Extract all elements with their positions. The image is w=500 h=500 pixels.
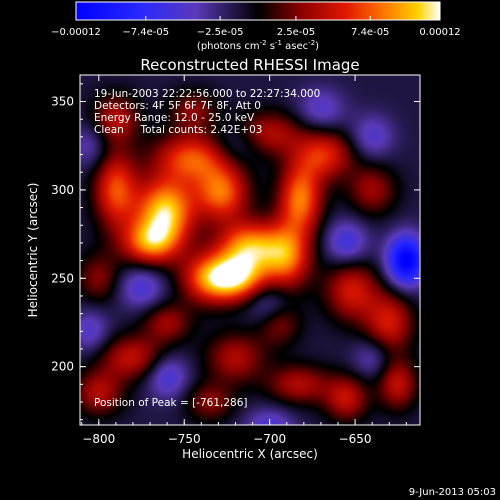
colorbar-unit-label: (photons cm-2 s-1 asec-2): [197, 39, 319, 52]
y-axis-label: Heliocentric Y (arcsec): [26, 183, 40, 318]
y-tick-label: 350: [51, 95, 74, 109]
colorbar: [75, 1, 441, 21]
y-axis: 200 250 300 350: [51, 83, 420, 421]
plot-area: [80, 75, 420, 425]
heatmap-image-container: [80, 75, 420, 425]
colorbar-tick-label: 2.5e-05: [277, 27, 315, 38]
annotation-detectors: Detectors: 4F 5F 6F 7F 8F, Att 0: [94, 100, 261, 112]
colorbar-tick-label: 7.4e-05: [351, 27, 389, 38]
colorbar-tick-label: −2.5e-05: [197, 27, 244, 38]
x-tick-label: −650: [339, 432, 372, 446]
colorbar-tick-label: −7.4e-05: [122, 27, 169, 38]
y-tick-label: 300: [51, 183, 74, 197]
x-tick-label: −700: [253, 432, 286, 446]
annotation-energy-range: Energy Range: 12.0 - 25.0 keV: [94, 112, 255, 124]
chart-title: Reconstructed RHESSI Image: [140, 56, 359, 74]
x-axis: −800 −750 −700 −650: [81, 75, 407, 446]
x-tick-label: −750: [168, 432, 201, 446]
render-timestamp: 9-Jun-2013 05:03: [409, 487, 496, 498]
annotation-time-range: 19-Jun-2003 22:22:56.000 to 22:27:34.000: [94, 88, 320, 100]
annotation-block: 19-Jun-2003 22:22:56.000 to 22:27:34.000…: [94, 88, 320, 136]
colorbar-tick-label: 0.00012: [419, 27, 460, 38]
y-tick-label: 200: [51, 360, 74, 374]
x-tick-label: −800: [82, 432, 115, 446]
heatmap-canvas: [80, 75, 420, 425]
colorbar-ticks: −0.00012 −7.4e-05 −2.5e-05 2.5e-05 7.4e-05 0.…: [51, 16, 461, 38]
annotation-total-counts: Clean Total counts: 2.42E+03: [94, 124, 263, 136]
x-axis-label: Heliocentric X (arcsec): [182, 447, 318, 461]
y-tick-label: 250: [51, 271, 74, 285]
colorbar-tick-label: −0.00012: [51, 27, 101, 38]
plot-frame: [79, 74, 421, 426]
peak-position-label: Position of Peak = [-761,286]: [94, 397, 248, 409]
